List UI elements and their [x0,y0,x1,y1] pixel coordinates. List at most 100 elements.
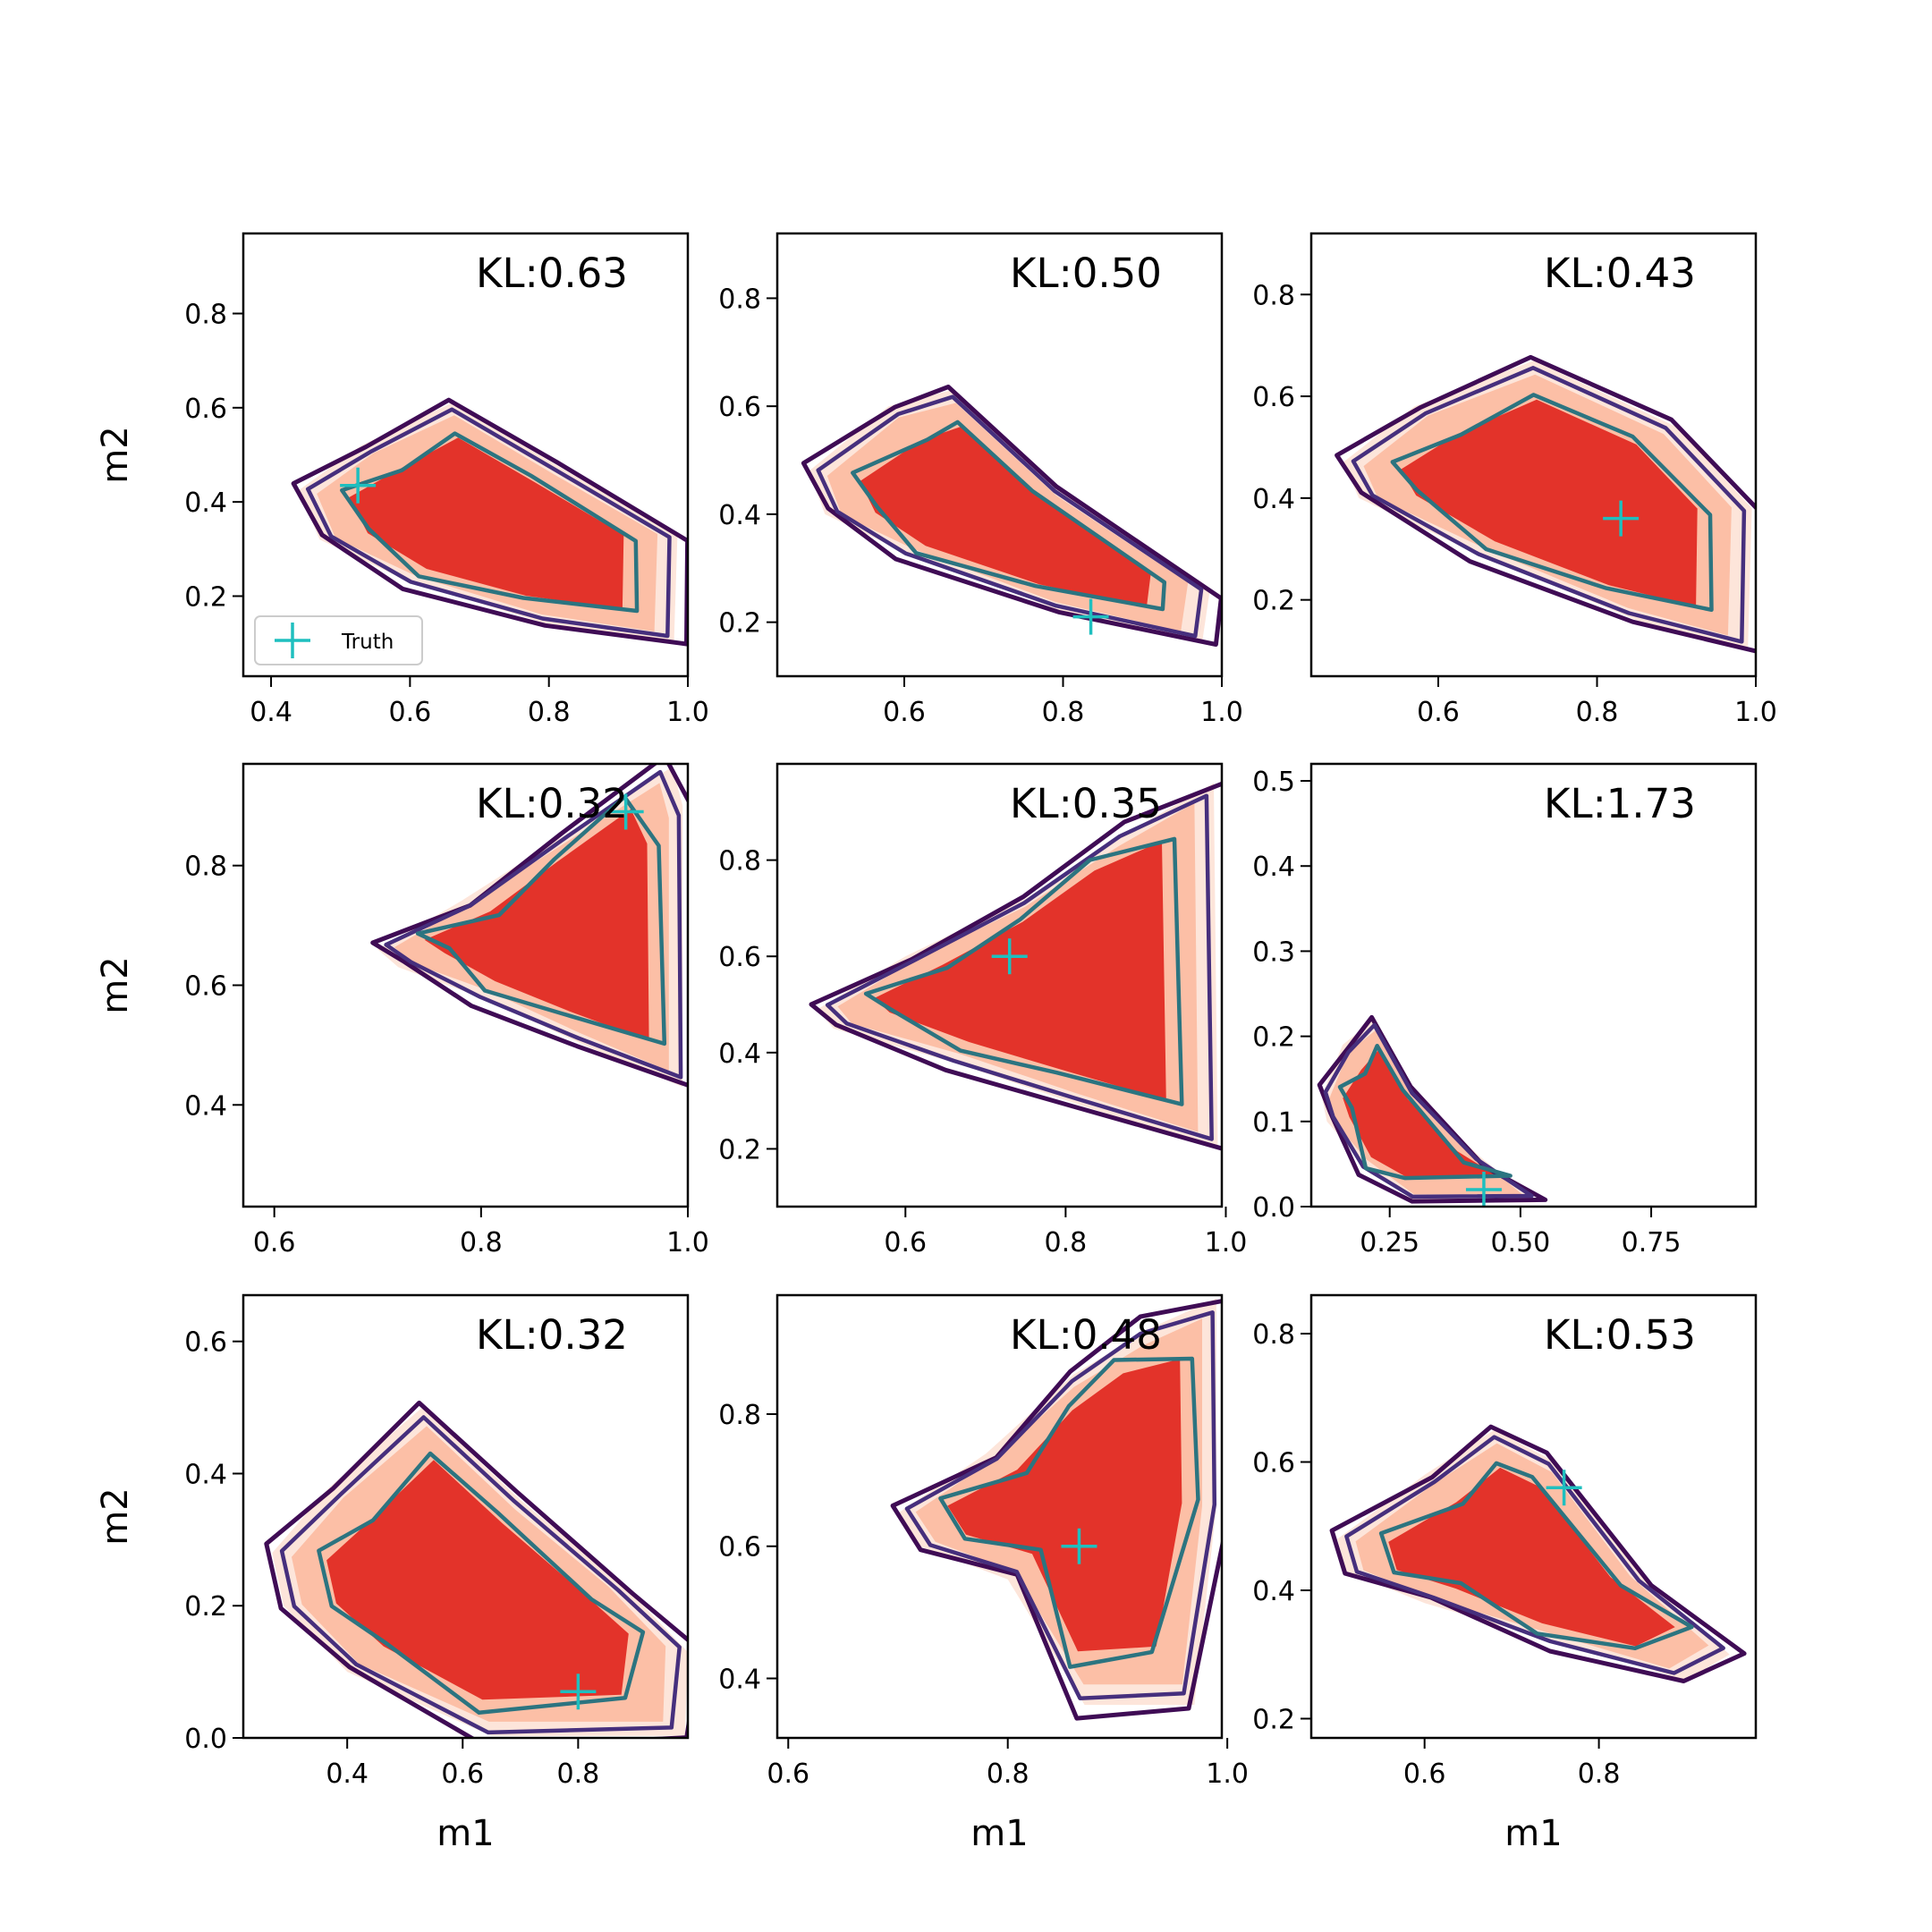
kl-annotation: KL:0.32 [476,780,628,827]
contour-mid [816,394,1204,639]
axes-frame [1309,762,1758,1208]
y-tick-label: 0.8 [184,300,227,331]
x-tick-label: 0.6 [441,1758,484,1790]
x-tick-label: 0.6 [1403,1758,1446,1790]
contour-inner [938,1356,1200,1669]
x-tick-label: 0.8 [460,1227,503,1258]
x-tick-label: 1.0 [666,1227,709,1258]
contour-outer [264,1400,688,1738]
contour-inner [317,1451,646,1716]
axes-frame [775,1293,1224,1740]
plot-area [370,764,688,1088]
contour-outer [801,385,1222,647]
y-tick-label: 0.6 [184,1327,227,1359]
y-tick-label: 0.8 [718,1400,761,1431]
truth-marker [1072,598,1109,635]
kl-annotation: KL:0.43 [1544,250,1696,297]
axes-frame [242,1293,690,1740]
y-tick-label: 0.3 [1252,936,1295,968]
x-tick-label: 1.0 [1734,697,1777,728]
kl-annotation: KL:0.32 [476,1311,628,1359]
x-tick-label: 0.6 [253,1227,296,1258]
x-tick-label: 0.8 [557,1758,600,1790]
y-tick-label: 0.4 [184,1090,227,1122]
x-axis-label: m1 [970,1813,1028,1854]
x-tick-label: 0.4 [326,1758,369,1790]
y-tick-label: 0.6 [718,392,761,423]
axes-frame [242,232,690,678]
y-tick-label: 0.8 [1252,280,1295,311]
y-tick-label: 0.2 [718,608,761,640]
x-tick-label: 0.25 [1360,1227,1419,1258]
contour-mid [904,1310,1217,1701]
x-tick-label: 1.0 [1206,1758,1249,1790]
plot-area [809,781,1222,1151]
x-tick-label: 0.50 [1490,1227,1550,1258]
panel-8: 0.6 0.8 1.0 0.4 0.6 0.8 KL:0.48 m1 [718,1293,1249,1854]
x-tick-label: 1.0 [666,697,709,728]
panel-7: 0.4 0.6 0.8 0.0 0.2 0.4 0.6 KL:0.32 m2 m1 [95,1293,690,1854]
contour-inner [851,419,1167,612]
contour-inner [863,836,1184,1106]
contour-outer [809,781,1222,1151]
kl-annotation: KL:0.50 [1010,250,1162,297]
x-tick-label: 0.6 [883,697,926,728]
panel-3: 0.6 0.8 1.0 0.2 0.4 0.6 0.8 KL:0.43 [1252,232,1777,728]
x-tick-label: 0.8 [1578,1758,1621,1790]
contour-inner [1390,393,1714,613]
x-tick-label: 0.8 [1042,697,1085,728]
panel-6: 0.25 0.50 0.75 0.0 0.1 0.2 0.3 0.4 0.5 KL:1.73 [1252,762,1758,1258]
y-tick-label: 0.2 [1252,1022,1295,1054]
x-tick-label: 0.6 [767,1758,809,1790]
y-tick-label: 0.4 [184,1459,227,1490]
x-tick-label: 0.6 [389,697,432,728]
x-tick-label: 0.6 [884,1227,927,1258]
contour-mid [1351,366,1747,644]
x-axis-label: m1 [436,1813,494,1854]
truth-marker [1465,1171,1502,1207]
plot-area [264,1400,688,1738]
y-tick-label: 0.2 [184,1591,227,1623]
x-axis-label: m1 [1504,1813,1562,1854]
legend: Truth [254,615,423,665]
kl-annotation: KL:0.48 [1010,1311,1162,1359]
y-tick-label: 0.8 [718,284,761,315]
y-tick-label: 0.6 [184,394,227,425]
y-axis-label: m2 [95,956,136,1013]
y-tick-label: 0.4 [1252,1576,1295,1607]
y-tick-label: 0.4 [718,500,761,531]
y-tick-label: 0.0 [1252,1192,1295,1224]
axes-frame [775,762,1224,1208]
plot-area [1335,354,1756,654]
density-fill-inner [349,437,624,609]
axes-frame [1309,1293,1758,1740]
x-tick-label: 0.8 [1045,1227,1088,1258]
contour-inner [415,794,667,1046]
contour-outer [890,1299,1222,1721]
truth-marker [607,793,644,830]
contour-mid [384,769,683,1080]
y-axis-label: m2 [95,1487,136,1545]
panel-1: 0.4 0.6 0.8 1.0 0.2 0.4 0.6 0.8 KL:0.63 m2 Truth [95,232,709,728]
contour-outer [370,764,688,1088]
plot-area [1317,1014,1548,1207]
x-tick-label: 0.8 [987,1758,1030,1790]
y-tick-label: 0.6 [718,1532,761,1563]
legend-box [254,615,423,665]
x-tick-label: 0.6 [1417,697,1460,728]
y-tick-label: 0.1 [1252,1107,1295,1139]
contour-outer [1335,354,1756,654]
density-fill-inner [1388,1467,1675,1647]
panel-5: 0.6 0.8 1.0 0.2 0.4 0.6 0.8 KL:0.35 [718,762,1247,1258]
plot-area [801,385,1222,647]
y-tick-label: 0.4 [718,1038,761,1070]
contour-inner [340,431,640,614]
y-tick-label: 0.4 [718,1665,761,1696]
axes-frame [1309,232,1758,678]
truth-marker [1546,1470,1582,1506]
kl-annotation: KL:0.35 [1010,780,1162,827]
kl-annotation: KL:0.63 [476,250,628,297]
y-tick-label: 0.6 [184,971,227,1003]
axes-frame [775,232,1224,678]
y-tick-label: 0.2 [718,1134,761,1165]
